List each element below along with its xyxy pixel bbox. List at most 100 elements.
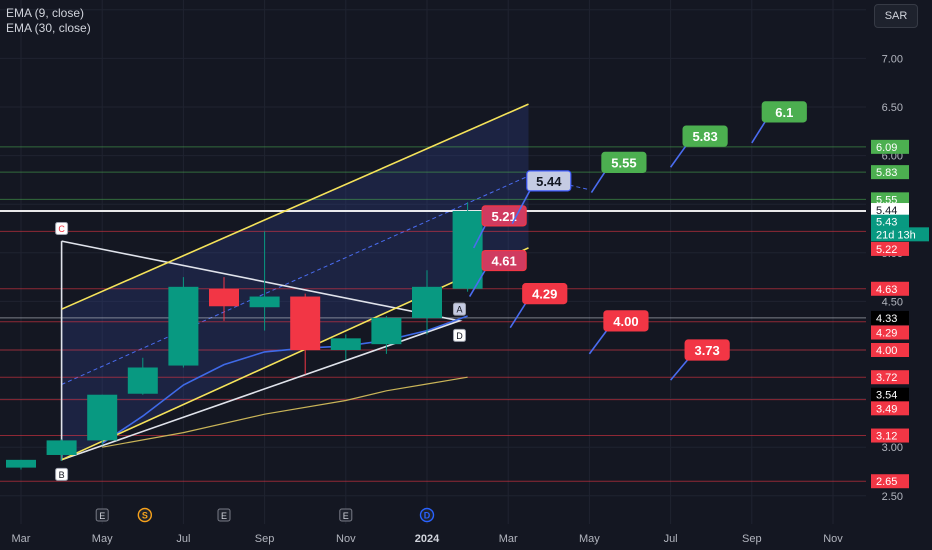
- price-tag: 3.12: [871, 428, 909, 443]
- target-pointer: [511, 188, 532, 225]
- time-tick-label: Sep: [255, 533, 275, 545]
- event-marker-split[interactable]: S: [137, 507, 153, 523]
- target-box: [481, 249, 527, 272]
- time-axis: Mar May Jul Sep Nov 2024 Mar May Jul Sep Nov: [12, 533, 844, 545]
- target-label: 3.73: [694, 343, 719, 358]
- target-label: 5.83: [692, 129, 717, 144]
- price-tag-bg: [871, 370, 909, 385]
- target-pointer: [472, 223, 487, 249]
- price-tag: 21d 13h: [871, 227, 929, 242]
- price-tick-label: 3.00: [882, 442, 903, 454]
- candle-body: [46, 440, 77, 455]
- channel-upper-line: [61, 103, 529, 310]
- candle-body: [6, 459, 36, 468]
- price-tag-label: 3.12: [876, 431, 897, 443]
- target-box: [526, 170, 572, 192]
- target-pointer: [468, 268, 487, 297]
- time-tick-label: Mar: [499, 533, 518, 545]
- time-tick-label: 2024: [415, 533, 440, 545]
- time-tick-label: May: [92, 533, 113, 545]
- currency-button[interactable]: SAR: [874, 4, 918, 28]
- event-marker-earnings[interactable]: E: [217, 508, 231, 522]
- time-tick-label: Jul: [176, 533, 190, 545]
- event-label: D: [424, 511, 431, 521]
- time-tick-label: Nov: [336, 533, 356, 545]
- candle-body: [87, 394, 118, 441]
- price-tag: 4.33: [871, 310, 909, 325]
- target-label: 5.55: [611, 155, 636, 170]
- price-tag-label: 4.63: [876, 284, 897, 296]
- price-tag: 3.72: [871, 370, 909, 385]
- target-callout: 4.61: [468, 249, 527, 297]
- pattern-point-C: C: [55, 222, 69, 235]
- dividend-icon: [419, 507, 435, 523]
- price-tag-bg: [871, 474, 909, 489]
- price-tag-label: 21d 13h: [876, 229, 916, 241]
- pattern-point-box: [452, 328, 466, 342]
- price-tag-label: 4.33: [876, 313, 897, 325]
- target-callout: 4.29: [509, 283, 568, 329]
- price-tag: 4.00: [871, 343, 909, 357]
- price-tag: 5.44: [871, 203, 909, 218]
- price-tag: 4.63: [871, 281, 909, 296]
- candle-body: [209, 288, 239, 307]
- price-tag-bg: [871, 192, 909, 207]
- target-callout: 5.55: [590, 151, 647, 193]
- event-label: S: [142, 511, 148, 521]
- time-tick-label: May: [579, 533, 600, 545]
- pattern-point-A: A: [452, 302, 466, 316]
- price-tag-bg: [871, 139, 909, 154]
- event-marker-earnings[interactable]: E: [95, 508, 109, 522]
- price-tag-bg: [871, 428, 909, 443]
- target-pointer: [509, 301, 528, 329]
- price-tag-label: 5.83: [876, 167, 897, 179]
- price-tag-bg: [871, 325, 909, 340]
- candles: [6, 202, 483, 470]
- price-tag: 2.65: [871, 474, 909, 489]
- pattern-point-label: D: [456, 331, 463, 341]
- pattern-point-label: C: [58, 224, 65, 234]
- legend-ema9[interactable]: EMA (9, close): [6, 6, 85, 20]
- candle-body: [249, 296, 280, 308]
- pattern-point-D: D: [452, 328, 466, 342]
- price-tag-label: 2.65: [876, 476, 897, 488]
- candle-body: [290, 296, 321, 350]
- price-tag-bg: [871, 227, 929, 242]
- target-label: 4.29: [532, 287, 557, 302]
- earnings-icon: [339, 508, 353, 522]
- target-callout: 5.21: [472, 205, 527, 249]
- time-tick-label: Sep: [742, 533, 762, 545]
- pattern-point-box: [452, 302, 466, 316]
- price-tag-label: 3.49: [876, 403, 897, 415]
- event-label: E: [343, 511, 349, 521]
- price-tag-label: 4.29: [876, 328, 897, 340]
- target-pointer: [669, 143, 688, 168]
- ema9-line: [101, 315, 468, 444]
- price-tag-label: 3.54: [876, 390, 897, 402]
- candle-body: [168, 286, 199, 366]
- event-marker-earnings[interactable]: E: [339, 508, 353, 522]
- target-callout: 5.83: [669, 125, 728, 168]
- price-tick-label: 6.50: [882, 102, 903, 114]
- time-axis-bg: [0, 524, 932, 550]
- legend-ema30[interactable]: EMA (30, close): [6, 21, 91, 35]
- price-tag-bg: [871, 310, 909, 325]
- candle-body: [330, 338, 361, 350]
- target-box: [684, 339, 730, 361]
- indicator-legend: EMA (9, close) EMA (30, close): [6, 6, 91, 36]
- triangle-pattern: [60, 240, 463, 461]
- event-marker-dividend[interactable]: D: [419, 507, 435, 523]
- time-tick-label: Mar: [12, 533, 31, 545]
- target-box: [761, 101, 807, 123]
- price-tick-label: 2.50: [882, 491, 903, 503]
- candle-body: [452, 211, 483, 289]
- price-tag-label: 5.22: [876, 244, 897, 256]
- price-tag-bg: [871, 343, 909, 357]
- candle-body: [412, 286, 442, 318]
- price-tag-bg: [871, 214, 909, 229]
- target-box: [603, 310, 649, 332]
- price-tick-label: 4.50: [882, 296, 903, 308]
- pattern-point-label: B: [59, 470, 65, 480]
- target-pointer: [590, 169, 607, 193]
